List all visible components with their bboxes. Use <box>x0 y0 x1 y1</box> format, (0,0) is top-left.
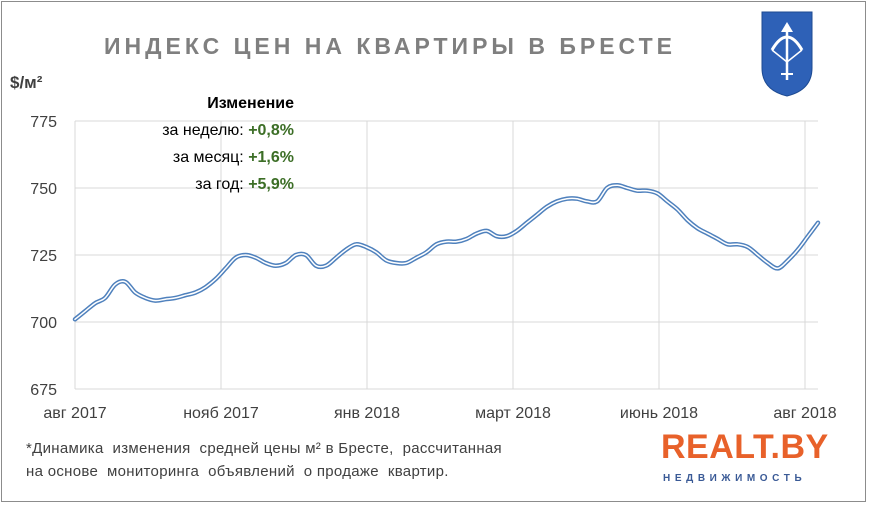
change-month-label: за месяц: <box>172 149 244 166</box>
change-header: Изменение <box>207 95 294 112</box>
x-tick-label: март 2018 <box>475 405 551 422</box>
x-tick-label: янв 2018 <box>334 405 400 422</box>
x-tick-label: авг 2017 <box>43 405 106 422</box>
series-line-outline <box>72 183 821 322</box>
change-row-week: за неделю: +0,8% <box>162 117 294 144</box>
y-axis-ticks: 675 700 725 750 775 <box>30 114 57 399</box>
brest-coat-of-arms-icon <box>760 10 814 98</box>
y-tick-label: 750 <box>30 181 57 198</box>
x-tick-label: нояб 2017 <box>183 405 259 422</box>
change-summary: Изменение за неделю: +0,8% за месяц: +1,… <box>162 90 294 198</box>
logo-sub-text: НЕДВИЖИМОСТЬ <box>663 473 807 484</box>
change-week-value: +0,8% <box>248 122 294 139</box>
x-tick-label: авг 2018 <box>773 405 836 422</box>
x-tick-label: июнь 2018 <box>620 405 698 422</box>
chart-grid <box>74 120 818 390</box>
change-row-month: за месяц: +1,6% <box>162 144 294 171</box>
y-tick-label: 675 <box>30 382 57 399</box>
y-axis-unit: $/м² <box>10 73 43 92</box>
y-tick-label: 700 <box>30 315 57 332</box>
change-row-year: за год: +5,9% <box>162 171 294 198</box>
change-week-label: за неделю: <box>162 122 244 139</box>
change-year-value: +5,9% <box>248 176 294 193</box>
logo-main-text: REALT.BY <box>661 428 829 466</box>
realt-by-logo: REALT.BY НЕДВИЖИМОСТЬ <box>661 428 837 488</box>
y-tick-label: 725 <box>30 248 57 265</box>
price-series <box>72 183 821 322</box>
y-tick-label: 775 <box>30 114 57 131</box>
footnote-line-2: на основе мониторинга объявлений о прода… <box>26 463 449 480</box>
chart-title: ИНДЕКС ЦЕН НА КВАРТИРЫ В БРЕСТЕ <box>104 33 676 59</box>
series-line-inner <box>74 184 819 321</box>
change-month-value: +1,6% <box>248 149 294 166</box>
footnote-line-1: *Динамика изменения средней цены м² в Бр… <box>26 440 502 457</box>
x-axis-ticks: авг 2017 нояб 2017 янв 2018 март 2018 июнь 2… <box>43 405 836 422</box>
change-year-label: за год: <box>195 176 244 193</box>
footnote: *Динамика изменения средней цены м² в Бр… <box>26 437 502 483</box>
